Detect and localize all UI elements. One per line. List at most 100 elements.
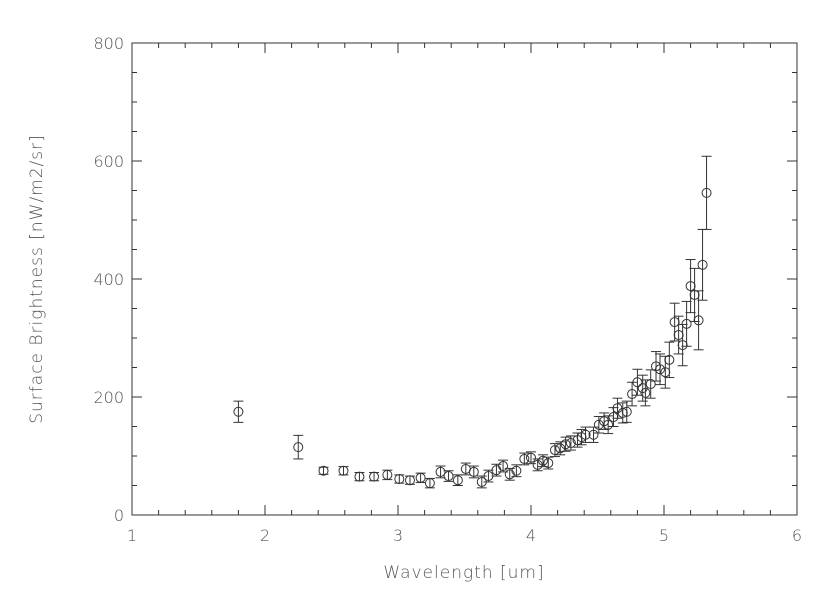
marker — [608, 412, 619, 423]
data-point — [701, 155, 712, 230]
marker — [621, 406, 632, 417]
marker — [580, 429, 591, 440]
y-tick-label: 200 — [93, 388, 124, 407]
y-tick-label: 400 — [93, 270, 124, 289]
x-tick-label: 1 — [127, 526, 137, 545]
marker — [645, 379, 656, 390]
marker — [443, 471, 454, 482]
marker — [617, 407, 628, 418]
data-point — [491, 463, 502, 477]
x-tick-label: 5 — [659, 526, 669, 545]
marker — [354, 471, 365, 482]
y-tick-label: 0 — [114, 506, 124, 525]
data-point — [394, 474, 405, 485]
marker — [673, 330, 684, 341]
x-axis-label: Wavelength [um] — [383, 563, 544, 583]
data-point — [354, 471, 365, 482]
x-tick-label: 6 — [792, 526, 802, 545]
data-point — [697, 228, 708, 301]
marker — [697, 259, 708, 270]
x-tick-label: 4 — [526, 526, 536, 545]
x-tick-label: 2 — [260, 526, 270, 545]
marker — [655, 364, 666, 375]
marker — [537, 455, 548, 466]
data-point — [681, 300, 692, 347]
axis-ticks — [131, 42, 798, 516]
data-point — [443, 470, 454, 482]
marker — [382, 469, 393, 480]
marker — [588, 429, 599, 440]
marker — [468, 466, 479, 477]
data-point — [632, 368, 643, 396]
marker — [504, 469, 515, 480]
data-point — [498, 459, 509, 473]
marker — [603, 419, 614, 430]
data-point — [382, 469, 393, 481]
data-point — [645, 369, 656, 399]
data-point — [460, 462, 471, 476]
marker — [669, 317, 680, 328]
data-point — [555, 441, 566, 456]
marker — [693, 315, 704, 326]
data-point — [593, 415, 604, 434]
data-point — [318, 465, 329, 476]
marker — [627, 389, 638, 400]
marker — [293, 442, 304, 453]
data-point — [621, 400, 632, 423]
marker — [681, 318, 692, 329]
marker — [637, 383, 648, 394]
marker — [664, 354, 675, 365]
marker — [677, 340, 688, 351]
data-point — [293, 434, 304, 460]
marker — [632, 377, 643, 388]
data-point — [580, 426, 591, 443]
marker — [369, 471, 380, 482]
marker — [415, 472, 426, 483]
marker — [338, 465, 349, 476]
data-point — [664, 341, 675, 379]
marker — [498, 461, 509, 472]
data-point — [519, 452, 530, 466]
marker — [424, 478, 435, 489]
y-tick-label: 800 — [93, 34, 124, 53]
marker — [404, 475, 415, 486]
marker — [511, 465, 522, 476]
y-axis-label: Surface Brightness [nW/m2/sr] — [27, 134, 47, 424]
marker — [685, 281, 696, 292]
data-point — [424, 477, 435, 489]
marker — [519, 453, 530, 464]
marker — [660, 367, 671, 378]
data-point — [612, 397, 623, 419]
marker — [452, 475, 463, 486]
data-point — [338, 465, 349, 476]
marker — [543, 458, 554, 469]
marker — [435, 466, 446, 477]
data-point — [537, 454, 548, 468]
data-point — [415, 472, 426, 484]
data-point — [588, 426, 599, 443]
data-point — [452, 474, 463, 486]
data-point — [468, 465, 479, 479]
data-point — [560, 436, 571, 452]
marker — [526, 452, 536, 463]
data-point — [627, 381, 638, 407]
marker — [549, 445, 560, 456]
marker — [701, 187, 712, 198]
marker — [560, 439, 571, 450]
marker — [394, 474, 405, 485]
data-point — [504, 467, 515, 481]
data-point — [369, 471, 380, 482]
data-point — [655, 353, 666, 386]
x-tick-label: 3 — [393, 526, 403, 545]
marker — [640, 387, 651, 398]
data-point — [543, 456, 554, 470]
data-point — [404, 475, 415, 486]
tick-labels: 1 2 3 4 5 6 0 200 400 600 800 — [93, 34, 802, 545]
data-point — [603, 415, 614, 435]
marker — [318, 465, 329, 476]
data-points — [233, 155, 712, 489]
data-point — [549, 443, 560, 458]
data-point — [526, 451, 536, 465]
data-point — [565, 435, 576, 451]
